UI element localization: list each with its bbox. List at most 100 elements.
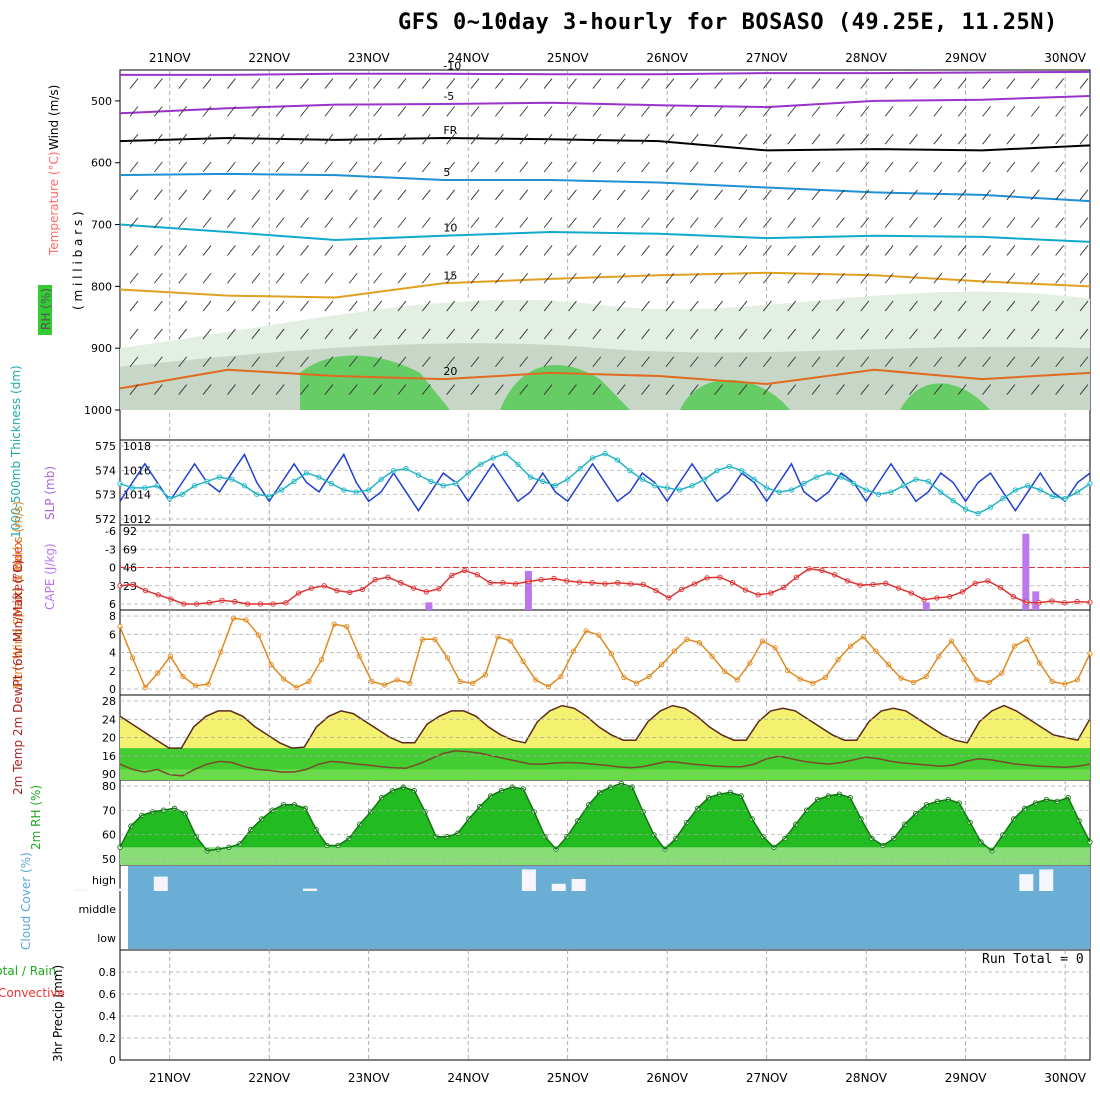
wind-barb: [811, 300, 821, 312]
wind-barb: [543, 328, 553, 340]
wind-barb: [860, 245, 870, 256]
cape-bar: [922, 602, 930, 610]
cape-axis-label: CAPE (J/kg): [43, 543, 57, 610]
wind-barb: [178, 78, 188, 89]
wind-barb: [933, 189, 943, 201]
date-label-top: 27NOV: [746, 51, 788, 65]
wind-barb: [884, 161, 894, 173]
wind-barb: [470, 106, 480, 117]
wind-barb: [641, 133, 650, 145]
wind-barb: [714, 245, 723, 256]
wind-barb: [1079, 78, 1089, 89]
wind-barb: [787, 356, 797, 368]
wind-barb: [787, 272, 797, 284]
wind-barb: [762, 133, 772, 145]
date-label-top: 29NOV: [945, 51, 987, 65]
wind-barb: [275, 161, 285, 173]
wind-barb: [1079, 106, 1089, 117]
wind-barb: [811, 328, 821, 340]
wind-barb: [738, 106, 748, 117]
date-label-bottom: 25NOV: [547, 1071, 589, 1085]
wind-barb: [202, 328, 212, 340]
wind-barb: [227, 328, 236, 340]
wind-barb: [1055, 356, 1064, 368]
wind-barb: [714, 78, 723, 89]
wind-barb: [836, 384, 845, 395]
chart-title: GFS 0~10day 3-hourly for BOSASO (49.25E,…: [398, 10, 1058, 35]
wind-barb: [202, 161, 212, 173]
wind-barb: [373, 272, 382, 284]
wind-barb: [811, 245, 821, 256]
wind-barb: [714, 300, 723, 312]
wind-barb: [373, 189, 382, 201]
wind-barb: [154, 272, 163, 284]
wind-barb: [178, 328, 188, 340]
wind-barb: [665, 133, 675, 145]
wind-barb: [592, 189, 602, 201]
wind-barb: [519, 78, 529, 89]
wind-barb: [762, 384, 772, 395]
cloud-level-label: middle: [78, 903, 116, 916]
wind-barb: [860, 161, 870, 173]
wind-barb: [348, 217, 358, 228]
axis-tick-label: 4: [109, 647, 116, 660]
wind-barb: [1079, 272, 1089, 284]
wind-barb: [1055, 133, 1064, 145]
wind-barb: [689, 384, 699, 395]
wind-barb: [373, 217, 382, 228]
wind-barb: [421, 300, 431, 312]
wind-barb: [738, 272, 748, 284]
wind-barb: [324, 384, 334, 395]
wind-barb: [275, 78, 285, 89]
date-label-top: 23NOV: [348, 51, 390, 65]
wind-barb: [909, 328, 918, 340]
axis-tick-label: 20: [102, 732, 116, 745]
wind-barb: [811, 384, 821, 395]
wind-barb: [592, 78, 602, 89]
wind-barb: [933, 133, 943, 145]
wind-barb: [470, 133, 480, 145]
dewpoint-line: [119, 750, 1091, 777]
wind-barb: [787, 133, 797, 145]
wind-barb: [714, 384, 723, 395]
wind-barb: [421, 245, 431, 256]
wind-barb: [568, 245, 577, 256]
wind-barb: [836, 356, 845, 368]
wind-barb: [129, 356, 139, 368]
wind-barb: [519, 245, 529, 256]
rh2m-line: [119, 782, 1091, 852]
pressure-tick-label: 900: [91, 342, 112, 355]
wind-barb: [154, 328, 163, 340]
wind-barb: [568, 133, 577, 145]
wind-barb: [1006, 106, 1016, 117]
wind-barb: [348, 328, 358, 340]
wind-barb: [1055, 300, 1064, 312]
wind-barb: [1006, 328, 1016, 340]
wind-barb: [787, 106, 797, 117]
wind-barb: [397, 106, 407, 117]
wind-barb: [397, 272, 407, 284]
date-label-bottom: 30NOV: [1044, 1071, 1086, 1085]
isotherm-5: [119, 172, 1091, 203]
wind-barb: [616, 328, 626, 340]
wind-barb: [348, 384, 358, 395]
wind-barb: [178, 272, 188, 284]
wind-barb: [738, 133, 748, 145]
wind-barb: [884, 106, 894, 117]
axis-tick-label: -6: [105, 525, 116, 538]
wind-barb: [860, 189, 870, 201]
wind-barb: [1030, 384, 1040, 395]
wind-barb: [592, 161, 602, 173]
wind-barb: [275, 272, 285, 284]
date-label-top: 30NOV: [1044, 51, 1086, 65]
wind-barb: [324, 161, 334, 173]
wind-barb: [1055, 217, 1064, 228]
wind-barb: [665, 300, 675, 312]
wind-barb: [982, 133, 991, 145]
wind-barb: [495, 245, 504, 256]
wind-barb: [275, 106, 285, 117]
wind-barb: [884, 78, 894, 89]
wind-barb: [568, 300, 577, 312]
wind-barb: [543, 78, 553, 89]
axis-tick-label: 16: [102, 750, 116, 763]
